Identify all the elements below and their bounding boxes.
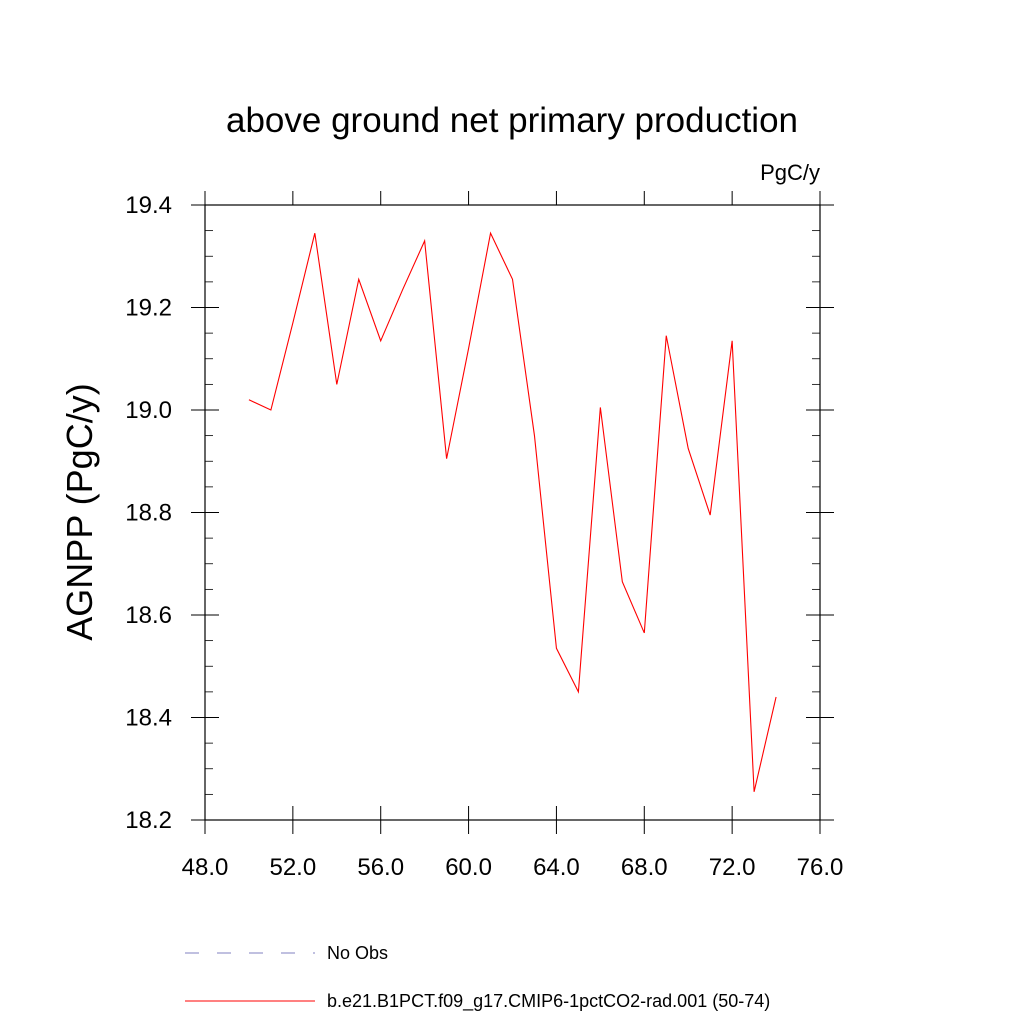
y-tick-label: 18.6 [125,602,172,629]
y-tick-label: 18.4 [125,705,172,732]
x-tick-label: 52.0 [269,854,316,881]
series-line-0 [248,231,777,792]
x-tick-label: 68.0 [621,854,668,881]
legend-label-model-run: b.e21.B1PCT.f09_g17.CMIP6-1pctCO2-rad.00… [327,991,770,1012]
x-tick-label: 60.0 [445,854,492,881]
plot-frame [204,204,821,821]
legend: No Obs b.e21.B1PCT.f09_g17.CMIP6-1pctCO2… [185,943,770,1012]
y-tick-label: 18.2 [125,807,172,834]
legend-label-no-obs: No Obs [327,943,388,963]
y-tick-label: 18.8 [125,500,172,527]
x-tick-label: 56.0 [357,854,404,881]
x-tick-label: 48.0 [182,854,229,881]
units-label: PgC/y [760,160,820,185]
y-axis-label: AGNPP (PgC/y) [59,383,100,640]
y-tick-label: 19.2 [125,295,172,322]
plot-series [248,231,777,792]
chart-title: above ground net primary production [226,101,798,140]
x-tick-label: 76.0 [797,854,844,881]
axis-ticks: 48.0 52.0 56.0 60.0 64.0 68.0 72.0 76.0 18.2 18.4… [125,191,843,881]
x-tick-label: 72.0 [709,854,756,881]
x-tick-label: 64.0 [533,854,580,881]
y-tick-label: 19.4 [125,192,172,219]
y-tick-label: 19.0 [125,397,172,424]
